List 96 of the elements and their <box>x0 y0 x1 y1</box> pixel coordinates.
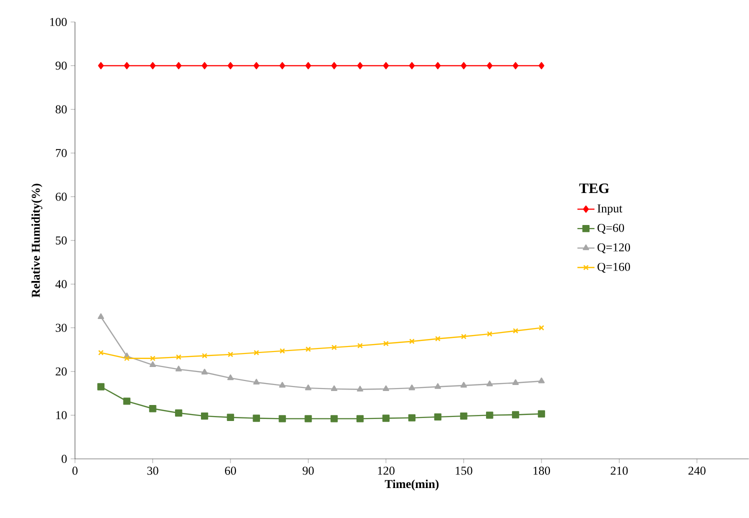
point <box>486 62 492 70</box>
point <box>280 348 286 354</box>
point <box>408 384 416 390</box>
point <box>408 414 416 422</box>
point <box>279 62 286 70</box>
point <box>330 415 338 422</box>
y-axis-title: Relative Humidity(%) <box>31 184 42 298</box>
legend-label: Q=160 <box>598 262 630 273</box>
point <box>124 356 130 362</box>
legend-label: Q=60 <box>598 224 624 234</box>
point <box>305 62 312 70</box>
point <box>383 340 389 346</box>
point <box>202 353 208 359</box>
point <box>434 62 441 70</box>
point <box>486 331 492 337</box>
point <box>356 386 364 392</box>
x-tick-label: 30 <box>147 466 158 475</box>
point <box>434 383 442 389</box>
point <box>512 328 518 334</box>
x-tick-label: 150 <box>456 466 472 475</box>
point <box>150 62 156 70</box>
point <box>176 354 182 360</box>
point <box>176 62 182 70</box>
y-tick-label: 20 <box>56 368 67 376</box>
x-tick-label: 180 <box>534 466 550 475</box>
point <box>226 414 234 422</box>
point <box>149 405 156 412</box>
point <box>409 338 415 344</box>
point <box>123 398 130 405</box>
point <box>306 346 311 352</box>
point <box>486 412 494 419</box>
y-tick-label: 100 <box>50 18 67 26</box>
point <box>279 382 286 388</box>
x-tick-label: 60 <box>225 466 236 475</box>
point <box>200 412 208 420</box>
point <box>278 415 286 422</box>
x-axis-title: Time(min) <box>384 480 439 491</box>
y-tick-label: 40 <box>55 280 67 288</box>
point <box>97 383 105 390</box>
point <box>227 374 234 380</box>
x-tick-label: 90 <box>302 466 314 475</box>
point <box>330 385 338 392</box>
point <box>538 378 545 384</box>
y-tick-label: 50 <box>56 236 67 245</box>
point <box>202 62 208 70</box>
point <box>538 62 544 70</box>
point <box>356 415 364 422</box>
point <box>331 344 337 350</box>
y-tick-label: 90 <box>56 62 67 70</box>
x-tick-label: 120 <box>378 466 395 475</box>
point <box>150 361 156 368</box>
point <box>461 334 466 340</box>
legend-label: Q=120 <box>598 243 630 254</box>
y-tick-label: 70 <box>56 149 67 158</box>
point <box>409 62 415 70</box>
point <box>512 411 520 418</box>
point <box>538 410 546 418</box>
y-tick-label: 0 <box>62 454 67 463</box>
point <box>228 352 234 358</box>
point <box>228 62 234 70</box>
point <box>98 62 104 70</box>
x-tick-label: 240 <box>688 466 706 475</box>
x-tick-label: 210 <box>610 466 628 475</box>
point <box>486 380 493 386</box>
point <box>382 385 390 392</box>
point <box>512 62 518 70</box>
point <box>254 350 260 356</box>
legend-label: Input <box>598 204 622 215</box>
legend-title: TEG <box>579 184 610 194</box>
point <box>305 384 312 390</box>
y-tick-label: 10 <box>56 411 67 420</box>
point <box>150 356 156 362</box>
y-tick-label: 30 <box>56 324 67 332</box>
point <box>304 415 312 422</box>
point <box>357 62 363 70</box>
point <box>331 62 337 70</box>
point <box>254 62 260 70</box>
point <box>460 382 467 388</box>
x-tick-label: 0 <box>72 466 78 475</box>
point <box>175 409 182 417</box>
point <box>98 313 104 320</box>
y-tick-label: 60 <box>56 192 67 201</box>
point <box>357 343 363 349</box>
point <box>460 62 467 70</box>
point <box>253 378 260 385</box>
point <box>201 368 208 375</box>
point <box>382 414 390 422</box>
point <box>460 412 468 420</box>
point <box>512 379 519 386</box>
point <box>175 366 182 372</box>
point <box>434 413 442 421</box>
point <box>383 62 389 70</box>
point <box>435 336 441 342</box>
point <box>252 414 260 422</box>
point <box>124 62 130 70</box>
y-tick-label: 80 <box>56 105 67 114</box>
